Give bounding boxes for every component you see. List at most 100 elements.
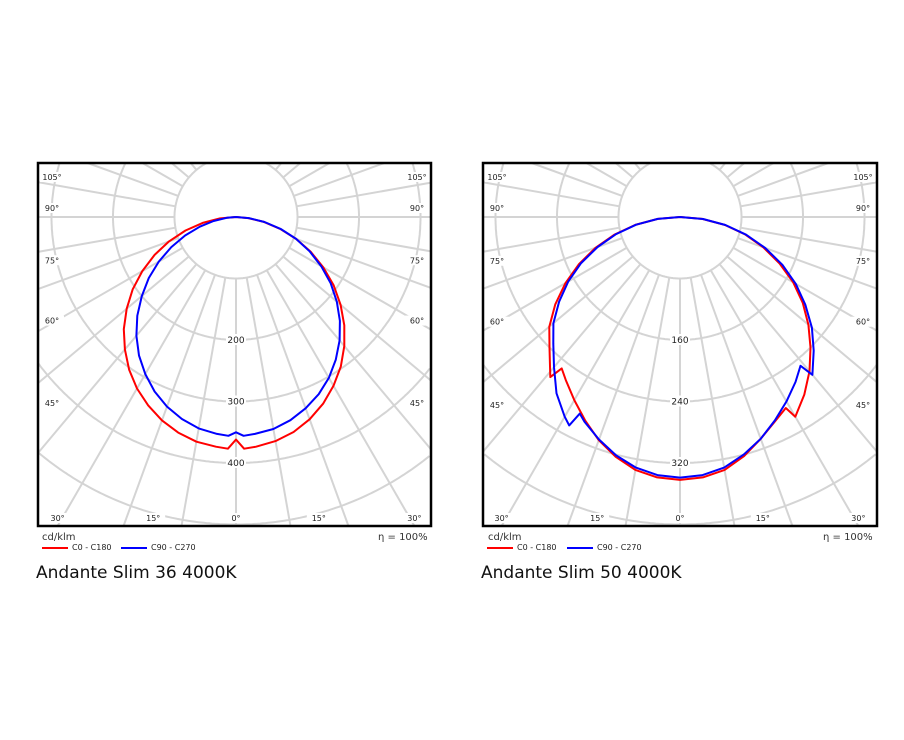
legend-label: C90 - C270: [597, 543, 642, 552]
angle-label-bg: [45, 513, 70, 523]
angle-label-bg: [402, 513, 427, 523]
grid-radial-line: [171, 162, 190, 179]
angle-label-bg: [750, 513, 775, 523]
angle-label-bg: [851, 400, 875, 410]
angle-label: 30°: [407, 514, 421, 523]
grid-radial-line: [37, 181, 176, 208]
grid-ring: [680, 162, 804, 341]
angle-label-bg: [485, 255, 509, 266]
grid-radial-line: [37, 255, 190, 384]
angle-label: 105°: [487, 173, 506, 182]
angle-label-bg: [485, 203, 509, 213]
ring-label-bg: [670, 334, 690, 345]
angle-label: 105°: [407, 173, 426, 182]
grid-radial-line: [141, 162, 184, 188]
efficiency-label: η = 100%: [378, 532, 428, 543]
angle-label: 45°: [410, 399, 424, 408]
grid-ring: [556, 162, 680, 341]
grid-ring: [482, 364, 680, 464]
ring-label-bg: [670, 457, 690, 468]
grid-radial-line: [709, 269, 860, 527]
angle-label: 60°: [410, 317, 424, 326]
ring-label-bg: [226, 395, 246, 407]
grid-radial-line: [566, 274, 660, 527]
grid-radial-line: [296, 181, 432, 208]
angle-label-bg: [851, 203, 875, 213]
grid-radial-line: [585, 162, 628, 188]
angle-label: 75°: [410, 256, 424, 265]
grid-ring: [494, 162, 680, 403]
legend-swatch-blue: [567, 546, 593, 549]
angle-label-bg: [405, 255, 429, 266]
series-curve-c90-c270: [552, 216, 815, 479]
angle-label: 60°: [490, 318, 504, 327]
legend-item-c0: C0 - C180: [42, 543, 112, 552]
grid-ring: [483, 453, 680, 526]
angle-label-bg: [585, 513, 610, 523]
grid-radial-line: [296, 226, 432, 253]
unit-label: cd/klm: [488, 532, 522, 543]
angle-label: 75°: [856, 257, 870, 266]
efficiency-label: η = 100%: [823, 532, 873, 543]
angle-label-bg: [851, 316, 875, 327]
grid-ring: [236, 162, 360, 341]
series-curve-c0-c180: [122, 216, 346, 450]
series-curve-c0-c180: [548, 216, 812, 481]
grid-radial-line: [87, 162, 179, 197]
grid-radial-line: [624, 277, 671, 527]
grid-ring: [37, 362, 236, 464]
angle-label: 45°: [490, 401, 504, 410]
chart-frame: [481, 161, 879, 528]
angle-label-bg: [141, 513, 166, 523]
grid-radial-line: [282, 162, 301, 179]
angle-label: 60°: [45, 317, 59, 326]
angle-label: 15°: [312, 514, 326, 523]
ring-label: 300: [227, 398, 244, 408]
grid-ring: [680, 364, 878, 464]
grid-radial-line: [531, 162, 623, 197]
angle-label: 15°: [756, 514, 770, 523]
angle-label: 45°: [45, 399, 59, 408]
grid-radial-line: [37, 263, 198, 454]
grid-ring: [50, 162, 236, 403]
ring-label: 200: [227, 336, 244, 346]
angle-label: 30°: [851, 514, 865, 523]
grid-radial-line: [293, 162, 385, 197]
angle-label-bg: [485, 172, 509, 182]
grid-radial-line: [482, 255, 634, 384]
angle-label: 15°: [146, 514, 160, 523]
legend-label: C90 - C270: [151, 543, 196, 552]
legend-item-c90: C90 - C270: [121, 543, 196, 552]
ring-label-bg: [226, 334, 246, 345]
grid-radial-line: [180, 277, 227, 527]
unit-label: cd/klm: [42, 532, 76, 543]
chart-title: Andante Slim 36 4000K: [36, 563, 237, 583]
polar-chart-1: 200 300 400 0° 15° 15° 30° 30° 45° 45° 60° 60° 75° 75…: [36, 161, 433, 528]
grid-radial-line: [615, 162, 634, 179]
angle-label-bg: [405, 315, 429, 326]
grid-ring: [236, 367, 431, 464]
legend-label: C0 - C180: [72, 543, 112, 552]
grid-radial-line: [293, 237, 432, 289]
grid-ring: [173, 162, 236, 280]
ring-label: 320: [671, 459, 688, 469]
angle-label-bg: [485, 316, 509, 327]
grid-radial-line: [282, 255, 432, 382]
chart-frame: [36, 161, 433, 528]
grid-radial-line: [245, 277, 292, 527]
grid-radial-line: [726, 162, 745, 179]
grid-ring: [236, 162, 299, 280]
grid-radial-line: [122, 274, 216, 527]
legend-item-c0: C0 - C180: [487, 543, 557, 552]
grid-ring: [680, 453, 877, 526]
angle-label: 0°: [231, 514, 240, 523]
angle-label-bg: [485, 400, 509, 410]
angle-label: 0°: [675, 514, 684, 523]
ring-label-bg: [226, 457, 246, 468]
grid-radial-line: [737, 162, 829, 197]
angle-label-bg: [40, 203, 64, 213]
angle-label-bg: [40, 315, 64, 326]
grid-radial-line: [482, 226, 620, 253]
grid-radial-line: [482, 263, 642, 453]
